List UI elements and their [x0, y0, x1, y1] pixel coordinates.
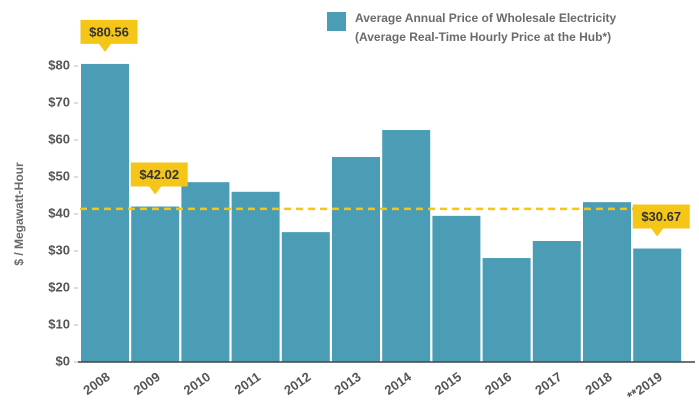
data-label: $80.56 [89, 24, 129, 39]
x-tick-label: 2018 [582, 369, 614, 398]
callout-box [632, 204, 690, 237]
bar [332, 157, 380, 362]
callout-box [80, 19, 138, 52]
y-tick-label: $40 [48, 205, 70, 220]
y-tick-label: $20 [48, 279, 70, 294]
y-tick-label: $0 [56, 353, 70, 368]
x-tick-label: 2009 [131, 369, 163, 398]
y-axis-label: $ / Megawatt-Hour [12, 162, 26, 266]
x-tick-label: 2014 [382, 369, 415, 398]
legend-description: (Average Real-Time Hourly Price at the H… [355, 30, 611, 44]
legend-swatch [327, 12, 346, 31]
bar [281, 232, 330, 362]
bar [181, 182, 230, 362]
x-tick-label: **2019 [624, 369, 665, 404]
bar [382, 130, 431, 362]
x-tick-label: 2010 [181, 369, 213, 398]
y-tick-label: $50 [48, 168, 70, 183]
x-tick-label: 2012 [281, 369, 313, 398]
bar [633, 248, 682, 362]
bar [583, 202, 631, 362]
y-tick-label: $30 [48, 242, 70, 257]
x-tick-label: 2017 [532, 369, 564, 398]
bar [231, 191, 280, 362]
x-tick-label: 2015 [432, 369, 464, 398]
x-tick-label: 2008 [80, 369, 112, 398]
bar [131, 206, 180, 362]
x-tick-label: 2016 [482, 369, 514, 398]
bar [482, 258, 531, 362]
bar [532, 241, 581, 362]
y-tick-label: $10 [48, 316, 70, 331]
bar [81, 63, 129, 362]
y-tick-label: $60 [48, 131, 70, 146]
data-label: $30.67 [641, 209, 681, 224]
legend-label: Average Annual Price of Wholesale Electr… [355, 11, 617, 25]
x-tick-label: 2013 [331, 369, 363, 398]
data-label: $42.02 [139, 167, 179, 182]
callout-box [130, 162, 188, 195]
x-tick-label: 2011 [232, 369, 264, 397]
y-tick-label: $80 [48, 57, 70, 72]
y-tick-label: $70 [48, 94, 70, 109]
bar [432, 215, 481, 362]
